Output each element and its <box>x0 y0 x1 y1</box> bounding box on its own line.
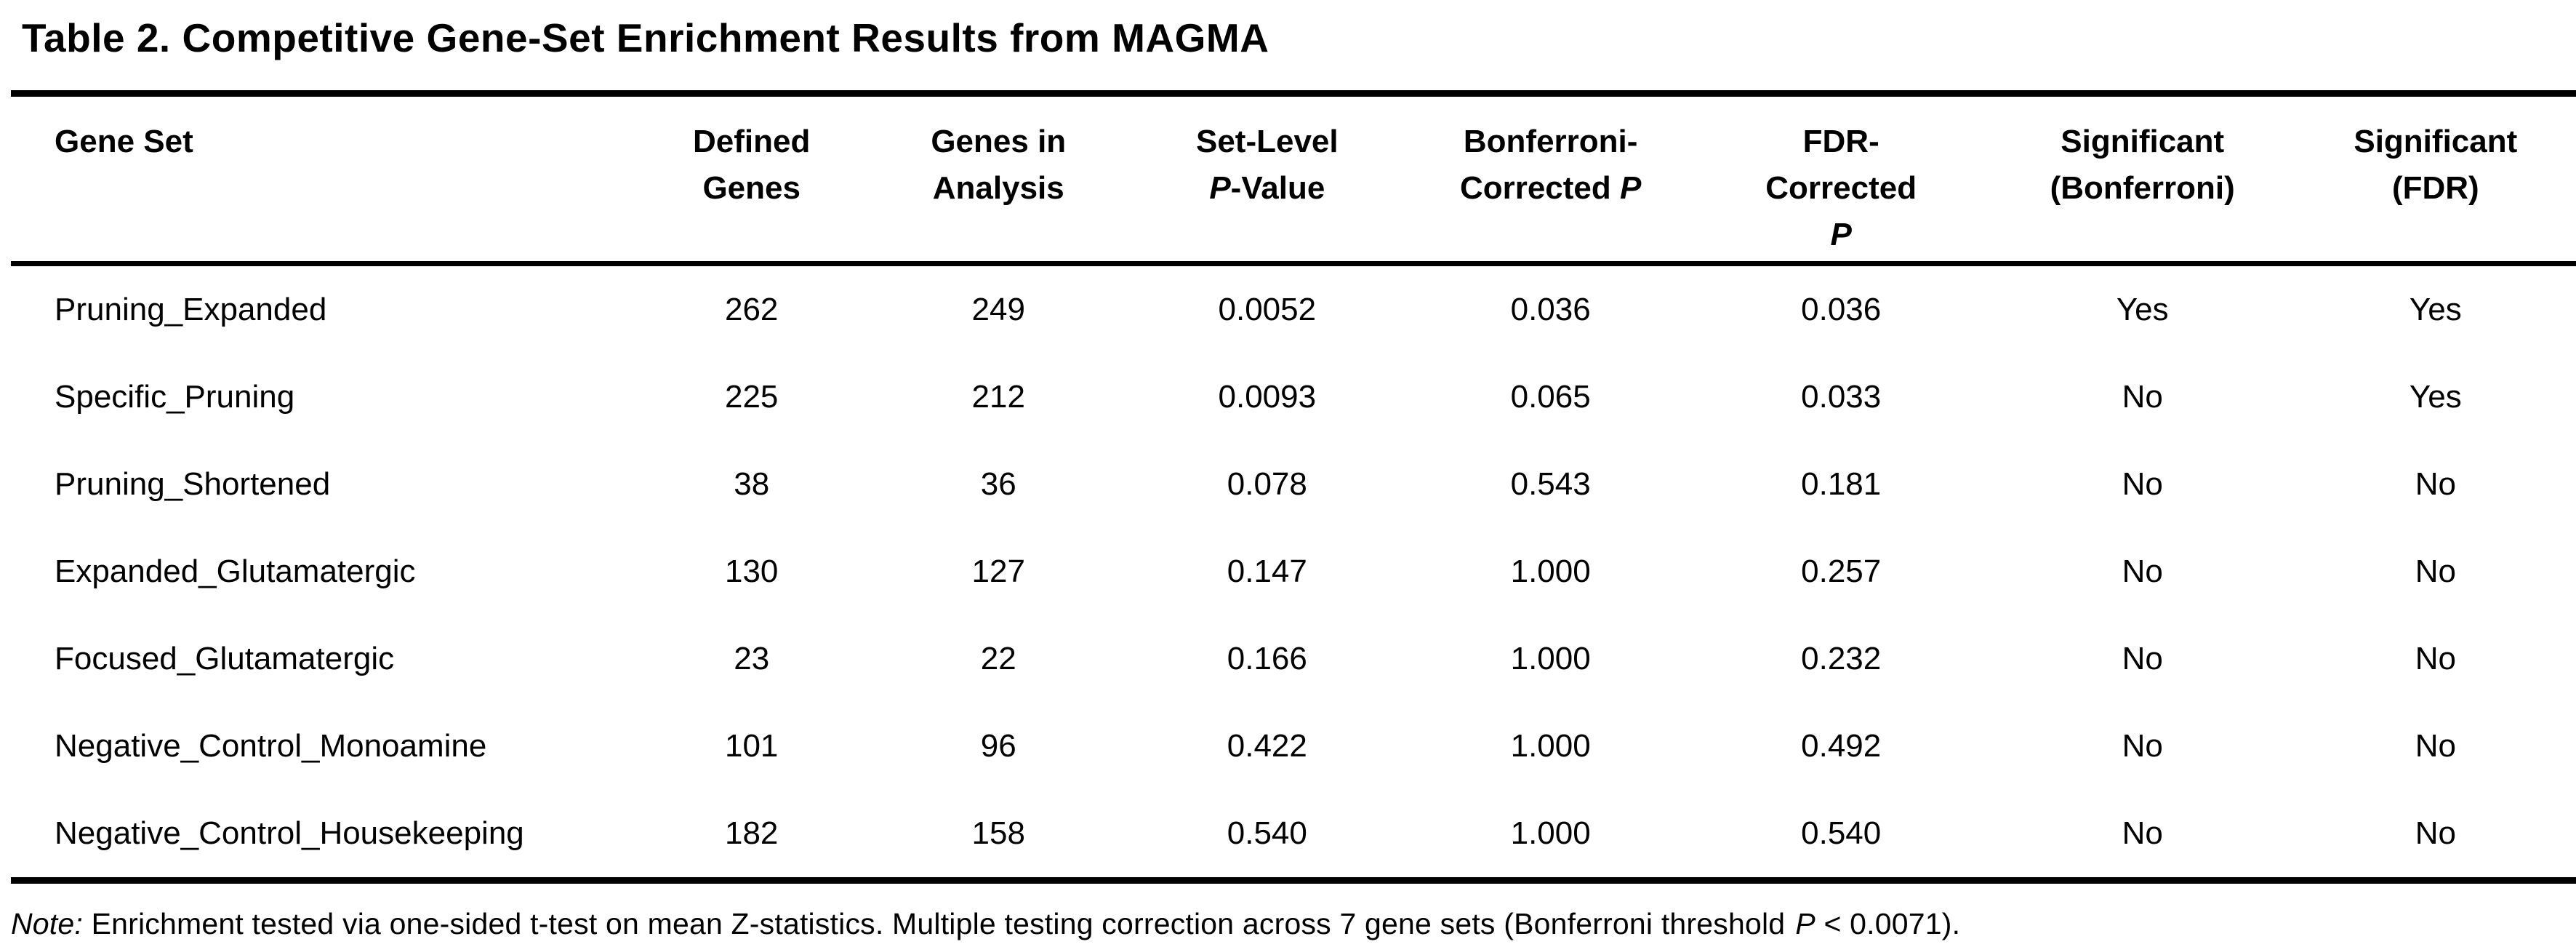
column-header-significant-bonferroni: Significant (Bonferroni) <box>1989 93 2295 266</box>
significant-bonferroni-cell: No <box>2122 554 2163 589</box>
set-level-p-cell: 0.147 <box>1227 554 1307 589</box>
set-level-p-cell: 0.422 <box>1227 728 1307 764</box>
defined-genes-cell: 262 <box>724 292 779 327</box>
note-p-symbol: P <box>1795 907 1815 940</box>
gene-set-cell: Pruning_Expanded <box>55 292 327 327</box>
fdr-p-cell: 0.033 <box>1801 379 1882 415</box>
table-row: Negative_Control_Housekeeping 182 158 0.… <box>11 790 2576 884</box>
gene-set-cell: Specific_Pruning <box>55 379 295 415</box>
fdr-p-cell: 0.232 <box>1801 641 1882 676</box>
table-row: Negative_Control_Monoamine 101 96 0.422 … <box>11 703 2576 790</box>
gene-set-cell: Negative_Control_Housekeeping <box>11 790 632 884</box>
genes-in-analysis-cell: 96 <box>980 728 1016 764</box>
defined-genes-cell: 101 <box>724 728 779 764</box>
genes-in-analysis-cell: 36 <box>980 466 1016 502</box>
bonferroni-p-cell: 1.000 <box>1510 728 1591 764</box>
genes-in-analysis-cell: 212 <box>971 379 1025 415</box>
genes-in-analysis-cell: 22 <box>980 641 1016 676</box>
column-header-fdr-corrected-p: FDR- Corrected P <box>1692 93 1990 266</box>
significant-fdr-cell: No <box>2415 641 2456 676</box>
table-title: Table 2. Competitive Gene-Set Enrichment… <box>22 15 1269 60</box>
significant-bonferroni-cell: No <box>1989 790 2295 884</box>
table-row: Expanded_Glutamatergic 130 127 0.147 1.0… <box>11 528 2576 615</box>
significant-bonferroni-cell: No <box>2122 728 2163 764</box>
gene-set-enrichment-table: Gene Set Defined Genes Genes in Analysis… <box>11 90 2576 884</box>
significant-fdr-cell: Yes <box>2409 379 2462 415</box>
significant-fdr-cell: No <box>2415 466 2456 502</box>
significant-bonferroni-cell: No <box>2122 379 2163 415</box>
gene-set-cell: Expanded_Glutamatergic <box>55 554 416 589</box>
set-level-p-cell: 0.0093 <box>1218 379 1317 415</box>
note-text: Enrichment tested via one-sided t-test o… <box>83 907 1786 940</box>
significant-fdr-cell: Yes <box>2409 292 2462 327</box>
note-tail: < 0.0071). <box>1815 907 1961 940</box>
table-header-row: Gene Set Defined Genes Genes in Analysis… <box>11 93 2576 266</box>
table-row: Specific_Pruning 225 212 0.0093 0.065 0.… <box>11 353 2576 441</box>
fdr-p-cell: 0.181 <box>1801 466 1882 502</box>
bonferroni-p-cell: 0.036 <box>1510 292 1591 327</box>
genes-in-analysis-cell: 249 <box>971 292 1025 327</box>
significant-fdr-cell: No <box>2295 790 2576 884</box>
bonferroni-p-cell: 0.065 <box>1510 379 1591 415</box>
significant-fdr-cell: No <box>2415 728 2456 764</box>
column-header-genes-in-analysis: Genes in Analysis <box>871 93 1126 266</box>
defined-genes-cell: 23 <box>734 641 770 676</box>
significant-bonferroni-cell: No <box>2122 641 2163 676</box>
defined-genes-cell: 182 <box>631 790 872 884</box>
table-note: Note: Enrichment tested via one-sided t-… <box>11 907 2576 941</box>
set-level-p-cell: 0.540 <box>1125 790 1409 884</box>
significant-bonferroni-cell: Yes <box>2116 292 2169 327</box>
fdr-p-cell: 0.036 <box>1801 292 1882 327</box>
table-row: Focused_Glutamatergic 23 22 0.166 1.000 … <box>11 615 2576 703</box>
column-header-gene-set: Gene Set <box>11 93 632 266</box>
bonferroni-p-cell: 1.000 <box>1510 554 1591 589</box>
column-header-defined-genes: Defined Genes <box>631 93 872 266</box>
defined-genes-cell: 130 <box>724 554 779 589</box>
gene-set-cell: Negative_Control_Monoamine <box>55 728 487 764</box>
gene-set-cell: Pruning_Shortened <box>55 466 331 502</box>
fdr-p-cell: 0.257 <box>1801 554 1882 589</box>
fdr-p-cell: 0.540 <box>1692 790 1990 884</box>
table-row: Pruning_Expanded 262 249 0.0052 0.036 0.… <box>11 264 2576 354</box>
note-label: Note: <box>11 907 83 940</box>
fdr-p-cell: 0.492 <box>1801 728 1882 764</box>
bonferroni-p-cell: 1.000 <box>1408 790 1693 884</box>
table-row: Pruning_Shortened 38 36 0.078 0.543 0.18… <box>11 441 2576 528</box>
significant-bonferroni-cell: No <box>2122 466 2163 502</box>
defined-genes-cell: 225 <box>724 379 779 415</box>
column-header-significant-fdr: Significant (FDR) <box>2295 93 2576 266</box>
significant-fdr-cell: No <box>2415 554 2456 589</box>
gene-set-cell: Focused_Glutamatergic <box>55 641 395 676</box>
column-header-set-level-p-value: Set-Level P-Value <box>1125 93 1409 266</box>
bonferroni-p-cell: 1.000 <box>1510 641 1591 676</box>
column-header-bonferroni-corrected-p: Bonferroni- Corrected P <box>1408 93 1693 266</box>
set-level-p-cell: 0.078 <box>1227 466 1307 502</box>
set-level-p-cell: 0.166 <box>1227 641 1307 676</box>
genes-in-analysis-cell: 158 <box>871 790 1126 884</box>
set-level-p-cell: 0.0052 <box>1218 292 1317 327</box>
genes-in-analysis-cell: 127 <box>971 554 1025 589</box>
bonferroni-p-cell: 0.543 <box>1510 466 1591 502</box>
defined-genes-cell: 38 <box>734 466 770 502</box>
